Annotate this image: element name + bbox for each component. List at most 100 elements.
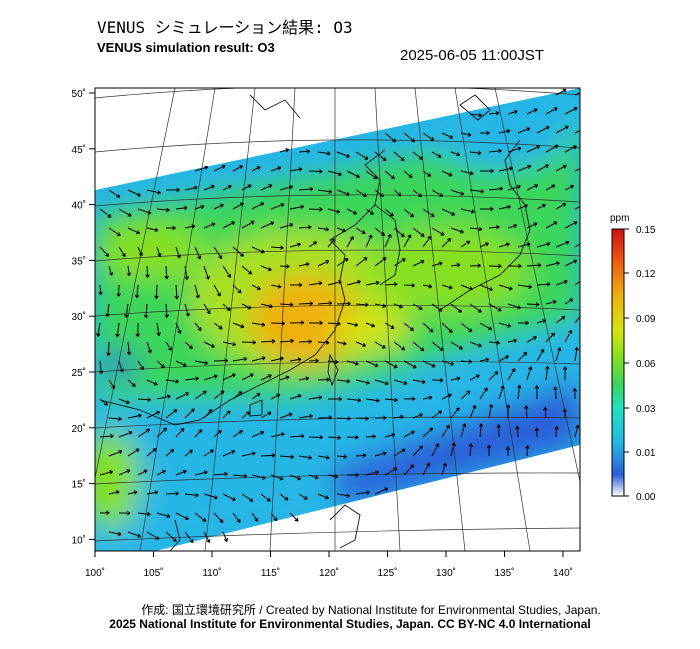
wind-arrow-head (155, 535, 160, 540)
wind-arrow-head (289, 184, 294, 190)
wind-arrow (317, 302, 332, 305)
wind-arrow (403, 132, 416, 143)
wind-arrow-head (428, 427, 433, 432)
wind-arrow-head (428, 284, 433, 289)
wind-arrow (241, 184, 252, 191)
wind-arrow-head (281, 321, 286, 326)
wind-arrow-head (344, 258, 349, 263)
wind-arrow-head (420, 347, 425, 352)
wind-arrow (270, 246, 284, 249)
wind-arrow-head (511, 368, 516, 373)
wind-arrow (545, 332, 555, 343)
wind-arrow-head (496, 224, 500, 230)
wind-arrow (431, 189, 443, 197)
wind-arrow-head (336, 209, 341, 214)
wind-arrow (460, 132, 472, 136)
wind-arrow-head (118, 416, 122, 422)
wind-arrow (365, 471, 379, 476)
wind-arrow (545, 184, 556, 191)
wind-arrow-head (231, 221, 236, 226)
wind-arrow-head (147, 349, 152, 354)
wind-arrow-head (315, 358, 319, 363)
wind-arrow (469, 443, 472, 457)
wind-arrow (137, 360, 144, 370)
wind-arrow-head (224, 471, 228, 477)
wind-arrow-head (533, 222, 538, 227)
wind-arrow-head (138, 252, 143, 257)
wind-arrow (545, 221, 558, 229)
wind-arrow (544, 407, 547, 419)
wind-arrow (222, 265, 231, 278)
lat-tick-label: 10˚ (72, 534, 86, 546)
wind-arrow-head (365, 302, 369, 307)
wind-arrow-head (411, 283, 416, 288)
wind-arrow (251, 431, 264, 438)
wind-arrow-head (200, 204, 205, 210)
wind-arrow-head (164, 275, 169, 280)
wind-arrow-head (325, 226, 330, 232)
wind-arrow-head (177, 329, 182, 334)
wind-arrow-head (468, 359, 473, 364)
wind-arrow (203, 265, 210, 280)
wind-arrow-head (337, 321, 341, 326)
wind-arrow-head (457, 308, 462, 313)
wind-arrow (555, 347, 561, 362)
wind-arrow (279, 149, 289, 153)
wind-arrow-head (355, 472, 359, 478)
wind-arrow-head (105, 510, 110, 516)
wind-arrow (574, 206, 580, 210)
wind-arrow-head (98, 370, 104, 375)
wind-arrow (279, 376, 290, 381)
wind-arrow (175, 392, 189, 400)
wind-arrow-head (227, 273, 231, 278)
wind-arrow-head (290, 454, 294, 460)
wind-arrow (165, 409, 178, 419)
wind-arrow-head (407, 234, 412, 239)
wind-arrow-head (508, 286, 513, 291)
wind-arrow-head (115, 490, 120, 495)
wind-arrow-head (384, 487, 389, 492)
wind-arrow (298, 415, 313, 419)
wind-arrow-head (184, 516, 189, 521)
wind-arrow (203, 531, 211, 543)
wind-arrow-head (248, 270, 253, 275)
wind-arrow-head (271, 453, 276, 458)
wind-arrow-head (180, 427, 185, 432)
wind-arrow-head (524, 204, 528, 209)
wind-arrow (545, 366, 549, 381)
wind-arrow-head (309, 413, 313, 419)
wind-arrow (108, 227, 121, 237)
wind-arrow-head (240, 324, 245, 329)
wind-arrow (99, 246, 109, 257)
wind-arrow (127, 414, 142, 419)
wind-arrow (526, 445, 529, 457)
wind-arrow-head (379, 193, 384, 198)
wind-arrow-head (536, 145, 541, 150)
wind-arrow-head (284, 496, 289, 501)
wind-arrow-head (105, 313, 110, 317)
wind-arrow (536, 204, 546, 210)
wind-arrow (165, 492, 179, 495)
wind-arrow-head (466, 240, 471, 245)
wind-arrow-head (448, 328, 453, 333)
wind-arrow-head (507, 204, 511, 210)
wind-arrow (450, 303, 462, 313)
wind-arrow-head (485, 357, 490, 363)
wind-arrow (146, 227, 159, 231)
wind-arrow-head (157, 253, 162, 257)
wind-arrow (156, 427, 167, 438)
wind-arrow-head (297, 394, 302, 399)
wind-arrow-head (353, 210, 358, 215)
wind-arrow (355, 189, 367, 197)
wind-arrow-head (489, 206, 494, 212)
wind-arrow-head (505, 404, 511, 408)
wind-arrow (118, 208, 132, 217)
wind-arrow (498, 284, 513, 290)
wind-arrow-head (526, 127, 531, 132)
wind-arrow-head (449, 134, 454, 139)
wind-arrow (232, 246, 244, 257)
wind-arrow (393, 341, 405, 351)
wind-arrow-head (279, 356, 284, 361)
wind-arrow-head (176, 254, 182, 259)
